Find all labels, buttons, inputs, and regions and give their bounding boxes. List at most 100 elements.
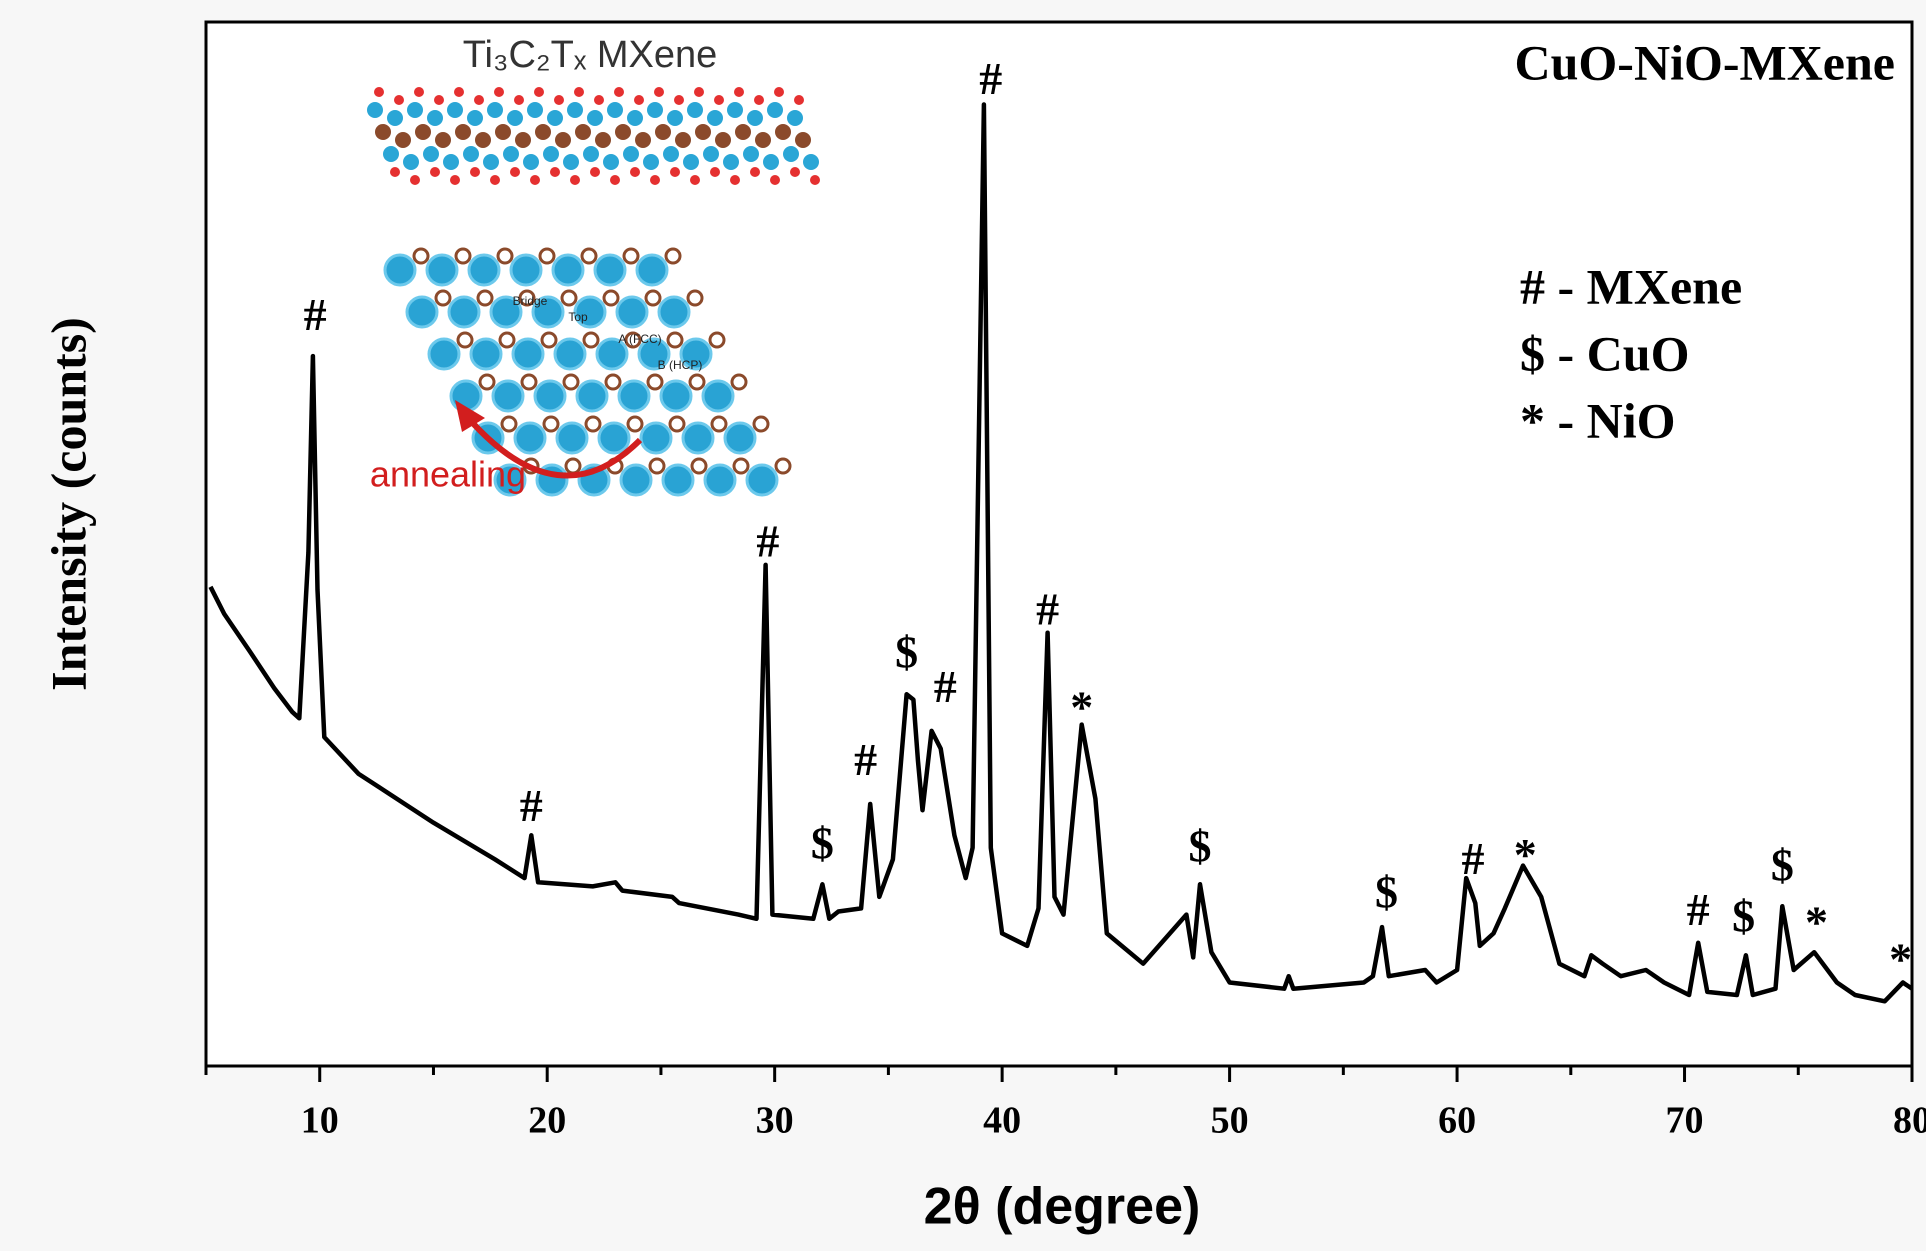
atom <box>474 95 484 105</box>
atom <box>414 87 424 97</box>
peak-label: # <box>979 53 1002 104</box>
peak-label: * <box>1070 682 1093 733</box>
atom <box>543 146 559 162</box>
atom <box>795 132 811 148</box>
atom <box>470 167 480 177</box>
atom <box>770 175 780 185</box>
peak-label: # <box>854 734 877 785</box>
atom <box>375 124 391 140</box>
atom <box>634 95 644 105</box>
atom <box>489 295 523 329</box>
atom <box>637 337 671 371</box>
atom <box>455 124 471 140</box>
atom <box>602 289 620 307</box>
atom <box>387 110 403 126</box>
atom <box>410 175 420 185</box>
atom <box>374 87 384 97</box>
atom <box>449 379 483 413</box>
atom <box>648 457 666 475</box>
atom <box>490 175 500 185</box>
atom <box>654 87 664 97</box>
peak-label: $ <box>1375 866 1398 917</box>
atom <box>520 373 538 391</box>
legend-entry: * - NiO <box>1520 392 1676 448</box>
atom <box>430 167 440 177</box>
atom <box>500 415 518 433</box>
atom <box>534 87 544 97</box>
atom <box>510 167 520 177</box>
peak-label: # <box>934 661 957 712</box>
atom <box>703 463 737 497</box>
x-tick-label: 80 <box>1893 1100 1926 1142</box>
atom <box>755 132 771 148</box>
atom <box>794 95 804 105</box>
atom <box>555 132 571 148</box>
arrow <box>467 417 643 479</box>
atom <box>527 102 543 118</box>
atom <box>583 146 599 162</box>
atom <box>617 379 651 413</box>
atom <box>590 167 600 177</box>
atom <box>454 87 464 97</box>
atom <box>647 102 663 118</box>
atom <box>810 175 820 185</box>
atom <box>593 253 627 287</box>
peak-label: # <box>1461 833 1484 884</box>
atom <box>686 289 704 307</box>
atom <box>646 373 664 391</box>
atom <box>679 337 713 371</box>
atom <box>538 247 556 265</box>
atom <box>427 110 443 126</box>
atom <box>483 154 499 170</box>
atom <box>597 421 631 455</box>
atom <box>787 110 803 126</box>
atom <box>774 87 784 97</box>
atom <box>463 146 479 162</box>
atom <box>435 132 451 148</box>
atom <box>450 175 460 185</box>
atom <box>674 95 684 105</box>
chart-title: CuO-NiO-MXene <box>1515 34 1896 90</box>
site-label: A (FCC) <box>618 332 661 346</box>
atom <box>730 373 748 391</box>
atom <box>530 175 540 185</box>
site-label: Top <box>568 310 588 324</box>
atom <box>487 102 503 118</box>
atom <box>747 110 763 126</box>
peak-label: # <box>756 516 779 567</box>
atom <box>624 331 642 349</box>
atom <box>475 132 491 148</box>
atom <box>550 167 560 177</box>
atom <box>604 373 622 391</box>
atom <box>575 379 609 413</box>
atom <box>563 154 579 170</box>
x-tick-label: 70 <box>1666 1100 1704 1142</box>
atom <box>635 132 651 148</box>
atom <box>562 373 580 391</box>
atom <box>427 337 461 371</box>
atom <box>683 154 699 170</box>
atom <box>587 110 603 126</box>
atom <box>423 146 439 162</box>
atom <box>509 253 543 287</box>
atom <box>743 146 759 162</box>
atom <box>622 247 640 265</box>
atom <box>668 415 686 433</box>
x-tick-label: 30 <box>756 1100 794 1142</box>
atom <box>394 95 404 105</box>
atom <box>447 102 463 118</box>
x-axis-label: 2θ (degree) <box>924 1178 1201 1236</box>
atom <box>547 110 563 126</box>
xrd-curve <box>208 102 1914 1004</box>
site-label: Bridge <box>513 294 548 308</box>
atom <box>494 87 504 97</box>
atom <box>507 110 523 126</box>
atom <box>630 167 640 177</box>
atom <box>701 379 735 413</box>
peak-label: $ <box>811 817 834 868</box>
atom <box>750 167 760 177</box>
atom <box>714 95 724 105</box>
atom <box>515 132 531 148</box>
y-axis-label: Intensity (counts) <box>40 317 96 691</box>
atom <box>710 415 728 433</box>
